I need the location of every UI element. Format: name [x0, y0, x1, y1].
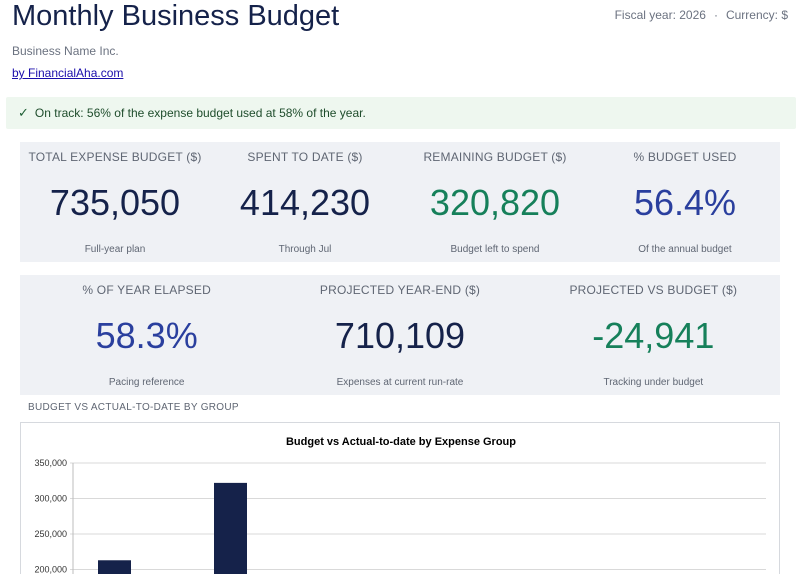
kpi-remaining-budget: REMAINING BUDGET ($) 320,820 Budget left… — [400, 142, 590, 262]
y-tick-label: 200,000 — [34, 565, 67, 574]
chart-title: Budget vs Actual-to-date by Expense Grou… — [286, 436, 516, 448]
kpi-value: -24,941 — [592, 315, 715, 356]
kpi-value: 320,820 — [429, 182, 561, 223]
y-tick-label: 350,000 — [34, 458, 67, 468]
budget-chart: Budget vs Actual-to-date by Expense Grou… — [20, 422, 780, 574]
kpi-budget-used: % BUDGET USED 56.4% Of the annual budget — [590, 142, 780, 262]
kpi-row-1: TOTAL EXPENSE BUDGET ($) 735,050 Full-ye… — [20, 142, 780, 262]
business-name: Business Name Inc. — [12, 44, 119, 58]
chart-canvas: Budget vs Actual-to-date by Expense Grou… — [34, 436, 766, 574]
kpi-value: 710,109 — [334, 315, 466, 356]
currency-text: Currency: $ — [725, 8, 788, 22]
kpi-label: REMAINING BUDGET ($) — [423, 150, 567, 164]
kpi-row-2: % OF YEAR ELAPSED 58.3% Pacing reference… — [20, 275, 780, 395]
kpi-value: 414,230 — [239, 182, 371, 223]
status-banner-text: On track: 56% of the expense budget used… — [34, 106, 366, 120]
kpi-subtext: Full-year plan — [84, 244, 146, 255]
fiscal-year-text: Fiscal year: 2026 — [614, 8, 706, 22]
kpi-label: PROJECTED YEAR-END ($) — [319, 283, 481, 297]
kpi-label: SPENT TO DATE ($) — [247, 150, 363, 164]
kpi-label: PROJECTED VS BUDGET ($) — [569, 283, 738, 297]
bar — [98, 560, 131, 574]
kpi-label: % BUDGET USED — [633, 150, 737, 164]
kpi-spent-to-date: SPENT TO DATE ($) 414,230 Through Jul — [210, 142, 400, 262]
meta-separator: · — [713, 8, 718, 22]
y-tick-label: 300,000 — [34, 494, 67, 504]
check-icon: ✓ — [18, 105, 29, 120]
chart-section-heading: BUDGET VS ACTUAL-TO-DATE BY GROUP — [28, 402, 239, 413]
page-meta: Fiscal year: 2026 · Currency: $ — [615, 8, 788, 22]
kpi-subtext: Through Jul — [278, 244, 332, 255]
kpi-projected-year-end: PROJECTED YEAR-END ($) 710,109 Expenses … — [273, 275, 526, 395]
kpi-value: 735,050 — [49, 182, 181, 223]
status-banner: ✓ On track: 56% of the expense budget us… — [6, 97, 796, 129]
kpi-subtext: Budget left to spend — [450, 244, 540, 255]
kpi-value: 56.4% — [633, 182, 737, 223]
bar — [214, 482, 247, 574]
kpi-total-expense-budget: TOTAL EXPENSE BUDGET ($) 735,050 Full-ye… — [20, 142, 210, 262]
page-title: Monthly Business Budget — [12, 0, 340, 32]
kpi-subtext: Tracking under budget — [603, 377, 704, 388]
kpi-subtext: Of the annual budget — [638, 244, 732, 255]
kpi-value: 58.3% — [95, 315, 198, 356]
kpi-label: TOTAL EXPENSE BUDGET ($) — [28, 150, 202, 164]
kpi-label: % OF YEAR ELAPSED — [82, 283, 211, 297]
y-tick-label: 250,000 — [34, 529, 67, 539]
financialaha-link[interactable]: by FinancialAha.com — [12, 66, 124, 80]
kpi-year-elapsed: % OF YEAR ELAPSED 58.3% Pacing reference — [20, 275, 273, 395]
kpi-subtext: Pacing reference — [108, 377, 185, 388]
kpi-subtext: Expenses at current run-rate — [336, 377, 464, 388]
kpi-projected-vs-budget: PROJECTED VS BUDGET ($) -24,941 Tracking… — [527, 275, 780, 395]
